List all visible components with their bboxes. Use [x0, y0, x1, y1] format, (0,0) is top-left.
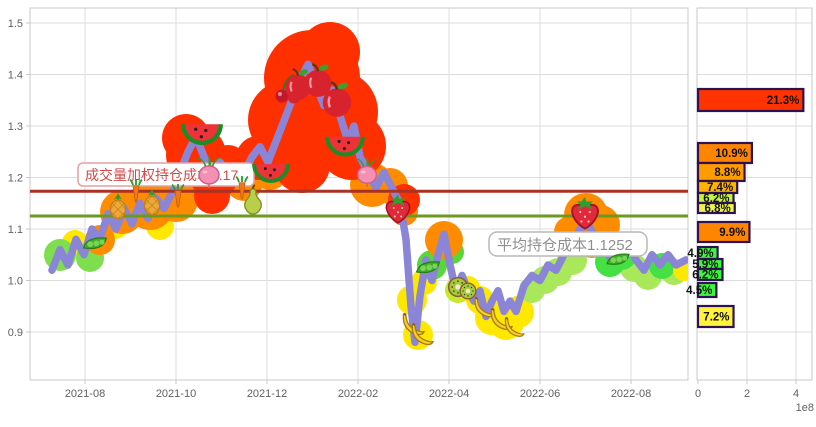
- volume-axis-tick-label: 2: [744, 388, 750, 400]
- y-tick-label: 1.3: [8, 121, 23, 133]
- x-tick-label: 2022-02: [338, 388, 378, 400]
- carrot-icon: [235, 175, 249, 200]
- volume-axis-tick-label: 0: [695, 388, 701, 400]
- pear-icon: [244, 184, 262, 215]
- x-tick-label: 2021-08: [65, 388, 105, 400]
- radish-icon: [197, 155, 221, 188]
- pineapple-icon: [109, 193, 127, 220]
- watermelon-icon: [252, 163, 290, 183]
- volume-bar: [696, 87, 805, 113]
- y-tick-label: 0.9: [8, 327, 23, 339]
- pea-pod-icon: [82, 237, 108, 250]
- volume-blob: [194, 178, 230, 214]
- volume-bar-label: 7.4%: [707, 182, 733, 194]
- volume-bar-label: 10.9%: [715, 148, 748, 160]
- pea-pod-icon: [415, 261, 441, 274]
- volume-axis-tick-label: 4: [793, 388, 799, 400]
- banana-icon: [474, 296, 496, 318]
- carrot-icon: [129, 178, 143, 203]
- x-tick-label: 2021-10: [156, 388, 196, 400]
- volume-bar-label: 6.2%: [692, 270, 718, 282]
- banana-icon: [504, 317, 525, 337]
- strawberry-icon: [571, 196, 599, 230]
- volume-bar-label: 21.3%: [767, 95, 800, 107]
- left-plot-border: [29, 7, 689, 381]
- volume-bar: [696, 220, 751, 244]
- volume-bar-label: 9.9%: [719, 227, 745, 239]
- avg-cost-label-box: [488, 231, 648, 257]
- apple-icon: [285, 68, 311, 100]
- volume-bar: [696, 201, 736, 215]
- x-tick-label: 2022-04: [429, 388, 469, 400]
- kiwi-icon: [459, 282, 477, 300]
- avg-cost-label: 平均持仓成本1.1252: [488, 231, 648, 257]
- axis-scale-label: 1e8: [796, 402, 814, 414]
- watermelon-icon: [181, 124, 223, 146]
- volume-profile-bars: 21.3%10.9%8.8%7.4%6.2%6.8%9.9%4.9%5.9%6.…: [686, 87, 805, 329]
- x-tick-label: 2022-06: [520, 388, 560, 400]
- volume-bar: [696, 304, 735, 329]
- x-tick-label: 2022-08: [611, 388, 651, 400]
- y-tick-label: 1.4: [8, 70, 23, 82]
- apple-icon: [304, 63, 332, 97]
- vwap-cost-label: 成交量加权持仓成本1.17: [77, 162, 255, 187]
- apple-icon: [322, 81, 352, 117]
- strawberry-icon: [385, 194, 411, 224]
- carrot-icon: [171, 183, 185, 208]
- volume-bar-label: 6.8%: [705, 203, 731, 215]
- x-tick-label: 2021-12: [247, 388, 287, 400]
- pineapple-icon: [143, 189, 161, 216]
- volume-bar-label: 8.8%: [714, 167, 740, 179]
- y-tick-label: 1.5: [8, 18, 23, 30]
- y-tick-label: 1.2: [8, 173, 23, 185]
- volume-bar-label: 4.5%: [686, 285, 712, 297]
- banana-icon: [411, 322, 434, 346]
- watermelon-icon: [325, 136, 365, 157]
- pea-pod-icon: [606, 253, 630, 265]
- avg-cost-label-text: 平均持仓成本1.1252: [497, 237, 633, 254]
- y-tick-label: 1.0: [8, 276, 23, 288]
- volume-bar-label: 4.9%: [687, 248, 713, 260]
- radish-icon: [356, 156, 378, 188]
- fruit-icons-layer: [82, 63, 630, 346]
- volume-blob: [274, 137, 330, 193]
- volume-bar-label: 7.2%: [703, 312, 729, 324]
- volume-bar: [696, 267, 724, 282]
- y-tick-label: 1.1: [8, 224, 23, 236]
- volume-bar: [696, 281, 718, 299]
